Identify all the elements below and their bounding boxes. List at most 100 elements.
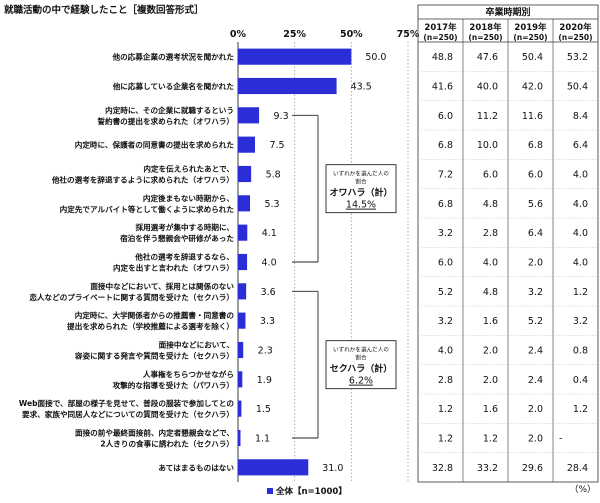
- table-cell: 2.8: [483, 228, 498, 239]
- bar-value-label: 1.9: [257, 375, 272, 386]
- table-cell: 5.2: [528, 316, 543, 327]
- category-label: 他の応募企業の選考状況を聞かれた: [112, 52, 235, 62]
- table-cell: 6.8: [528, 140, 543, 151]
- table-cell: 1.2: [483, 434, 498, 445]
- category-label: 恋人などのプライベートに関する質問を受けた（セクハラ）: [29, 292, 234, 302]
- table-cell: 2.0: [528, 434, 543, 445]
- table-cell: 1.2: [438, 434, 453, 445]
- table-cell: -: [559, 434, 562, 445]
- bar: [238, 312, 246, 329]
- bar: [238, 48, 352, 65]
- table-cell: 4.0: [573, 258, 588, 269]
- category-label: 内定を出すと言われた（オワハラ）: [113, 263, 234, 273]
- table-cell: 28.4: [567, 463, 588, 474]
- axis-tick-label: 75%: [397, 29, 420, 40]
- bar-value-label: 50.0: [365, 52, 386, 63]
- table-col-year: 2020年: [559, 22, 592, 33]
- category-label: 他に応募している企業名を聞かれた: [112, 81, 235, 91]
- table-cell: 2.0: [528, 258, 543, 269]
- table-cell: 48.8: [432, 52, 453, 63]
- table-cell: 6.8: [438, 140, 453, 151]
- bar-value-label: 9.3: [274, 111, 289, 122]
- group-brackets: いずれかを選んだ人の割合オワハラ（計）14.5%いずれかを選んだ人の割合セクハラ…: [292, 114, 397, 439]
- table-title: 卒業時期別: [485, 6, 530, 18]
- category-label: 採用選考が集中する時期に、: [136, 222, 235, 232]
- table-cell: 3.2: [438, 228, 453, 239]
- category-label: 面接中などにおいて、: [159, 340, 234, 350]
- category-label: 容姿に関する発言や質問を受けた（セクハラ）: [74, 351, 234, 361]
- table-cell: 1.6: [483, 404, 498, 415]
- table-cell: 42.0: [522, 82, 543, 93]
- table-col-n: (n=250): [513, 33, 547, 42]
- table-cell: 11.2: [477, 111, 498, 122]
- category-label: 他社の選考を辞退するなら、: [134, 252, 234, 262]
- bar-value-label: 43.5: [351, 82, 372, 93]
- table-cell: 0.8: [573, 346, 588, 357]
- table-cell: 3.2: [438, 316, 453, 327]
- bar: [238, 195, 251, 212]
- summary-label: セクハラ（計）: [330, 363, 393, 375]
- bars: 50.0 43.5 9.3 7.5 5.8 5.3 4.1 4.0 3.6 3.3 2.3 1.9 1.…: [238, 48, 386, 476]
- axis-tick-label: 25%: [283, 29, 306, 40]
- year-table: 卒業時期別2017年(n=250)2018年(n=250)2019年(n=250…: [417, 4, 599, 483]
- table-cell: 5.6: [528, 199, 543, 210]
- summary-caption: 割合: [355, 178, 367, 186]
- category-label: あてはまるものはない: [158, 463, 234, 472]
- summary-value: 6.2%: [349, 376, 373, 387]
- chart-title: 就職活動の中で経験したこと［複数回答形式］: [4, 4, 204, 16]
- table-cell: 6.4: [528, 228, 543, 239]
- table-cell: 4.0: [573, 228, 588, 239]
- bar: [238, 107, 260, 124]
- category-label: 誓約書の提出を求められた（オワハラ）: [97, 116, 234, 126]
- table-col-n: (n=250): [468, 33, 502, 42]
- bar: [238, 136, 255, 153]
- table-col-year: 2017年: [424, 22, 457, 33]
- table-col-year: 2018年: [469, 22, 502, 33]
- bar: [238, 341, 244, 359]
- table-cell: 33.2: [477, 463, 498, 474]
- category-label: 他社の選考を辞退するように求められた（オワハラ）: [51, 175, 234, 185]
- table-col-n: (n=250): [558, 33, 592, 42]
- bar: [238, 165, 252, 183]
- bar-value-label: 7.5: [269, 140, 284, 151]
- category-label: 内定時に、その企業に就職するという: [105, 105, 234, 115]
- bar-value-label: 3.6: [261, 287, 276, 298]
- bar-value-label: 31.0: [322, 463, 343, 474]
- bar: [238, 429, 241, 447]
- summary-caption: いずれかを選んだ人の: [333, 170, 389, 178]
- table-cell: 4.0: [438, 346, 453, 357]
- category-label: 攻撃的な指導を受けた（パワハラ）: [113, 380, 234, 390]
- table-cell: 6.8: [438, 199, 453, 210]
- table-cell: 6.0: [528, 170, 543, 181]
- table-cell: 1.2: [438, 404, 453, 415]
- table-cell: 5.2: [438, 287, 453, 298]
- table-col-n: (n=250): [423, 33, 457, 42]
- category-label: 提出を求められた（学校推薦による選考を除く）: [67, 321, 234, 331]
- table-cell: 6.0: [438, 111, 453, 122]
- table-cell: 3.2: [528, 287, 543, 298]
- summary-box: [325, 164, 397, 214]
- table-cell: 4.8: [483, 199, 498, 210]
- table-cell: 11.6: [522, 111, 543, 122]
- table-col-year: 2019年: [514, 22, 547, 33]
- legend-swatch: [267, 488, 273, 494]
- bar-value-label: 5.3: [264, 199, 279, 210]
- bar: [238, 459, 309, 476]
- table-cell: 10.0: [477, 140, 498, 151]
- bar-value-label: 2.3: [258, 346, 273, 357]
- bar: [238, 253, 248, 271]
- table-cell: 29.6: [522, 463, 543, 474]
- category-label: 要求、家族や同居人などについての質問を受けた（セクハラ）: [22, 409, 234, 419]
- category-label: 内定後まもない時期から、: [143, 193, 234, 203]
- category-labels: 他の応募企業の選考状況を聞かれた他に応募している企業名を聞かれた内定時に、その企…: [19, 52, 235, 473]
- bar: [238, 77, 337, 95]
- unit-label: （%）: [569, 484, 596, 495]
- table-cell: 1.2: [573, 404, 588, 415]
- bar-value-label: 4.1: [262, 228, 277, 239]
- table-cell: 41.6: [432, 82, 453, 93]
- category-label: 内定先でアルバイト等として働くように求められた: [60, 204, 235, 214]
- table-cell: 7.2: [438, 170, 453, 181]
- summary-label: オワハラ（計）: [330, 187, 393, 199]
- axis-tick-label: 50%: [340, 29, 363, 40]
- table-cell: 0.4: [573, 375, 588, 386]
